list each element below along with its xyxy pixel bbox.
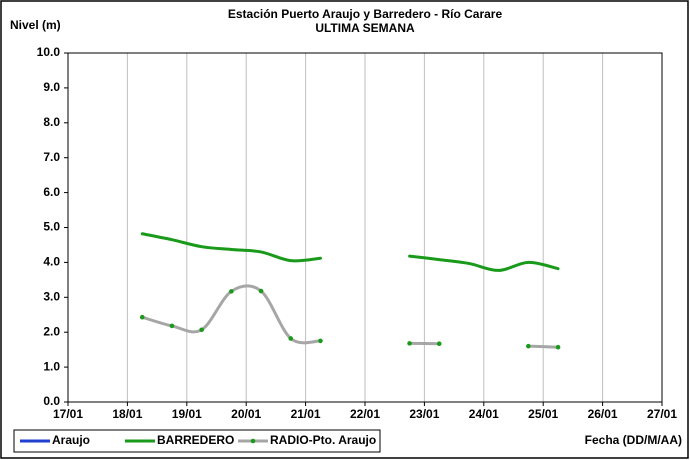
y-tick-label: 2.0 [43,324,60,338]
chart-title: Estación Puerto Araujo y Barredero - Río… [228,7,503,21]
x-axis-label: Fecha (DD/M/AA) [585,433,682,447]
y-axis-label: Nivel (m) [10,18,61,32]
y-tick-label: 9.0 [43,80,60,94]
x-tick-label: 17/01 [53,407,83,421]
series-point [139,314,145,320]
y-tick-label: 3.0 [43,289,60,303]
series-point [229,289,234,294]
x-tick-label: 23/01 [409,407,439,421]
series-point [407,341,412,346]
series-point [288,336,294,341]
y-tick-label: 10.0 [37,45,61,59]
x-tick-label: 22/01 [350,407,380,421]
x-tick-label: 26/01 [588,407,618,421]
legend-label: Araujo [52,433,90,447]
y-tick-label: 7.0 [43,150,60,164]
plot-frame [67,52,663,403]
legend-label: RADIO-Pto. Araujo [270,433,376,447]
x-tick-label: 24/01 [469,407,499,421]
series-point [258,288,264,294]
y-tick-label: 1.0 [43,359,60,373]
y-tick-label: 5.0 [43,220,60,234]
x-tick-label: 19/01 [172,407,202,421]
x-tick-label: 21/01 [291,407,321,421]
series-point [526,343,531,349]
legend-box [13,429,381,453]
legend-marker [250,438,256,444]
legend-label: BARREDERO [157,433,234,447]
series-point [169,323,175,329]
y-tick-label: 8.0 [43,115,60,129]
series-line [140,232,560,272]
series-point [199,327,204,333]
x-tick-label: 27/01 [647,407,677,421]
series-point [436,341,442,347]
series-point [555,344,561,350]
x-tick-label: 25/01 [528,407,558,421]
y-tick-label: 4.0 [43,255,60,269]
y-tick-label: 6.0 [43,185,60,199]
y-tick-label: 0.0 [43,394,60,408]
x-tick-label: 18/01 [112,407,142,421]
chart-subtitle: ULTIMA SEMANA [315,21,415,35]
series-point [318,338,323,344]
x-tick-label: 20/01 [231,407,261,421]
